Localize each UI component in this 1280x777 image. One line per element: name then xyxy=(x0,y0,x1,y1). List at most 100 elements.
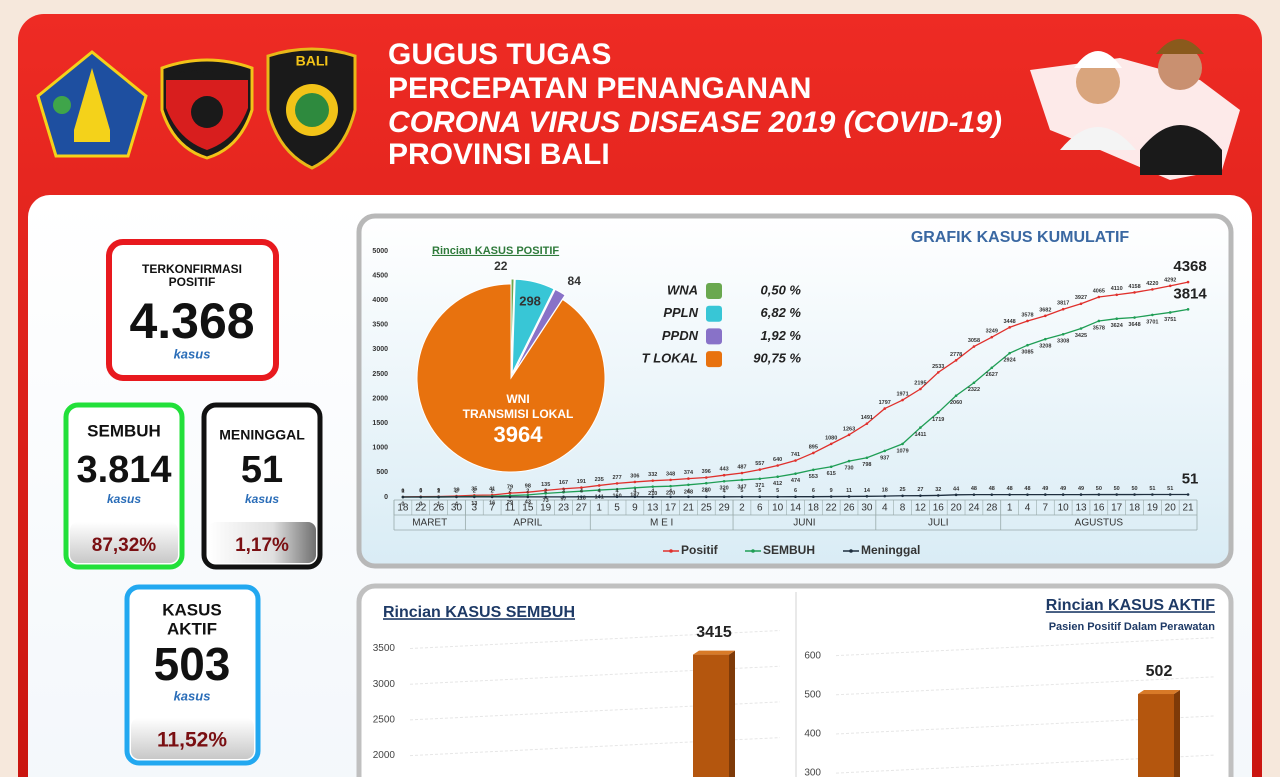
legend-label: T LOKAL xyxy=(642,351,698,366)
data-label: 1971 xyxy=(896,391,908,397)
x-tick-label: 22 xyxy=(826,503,838,514)
series-point xyxy=(1061,332,1065,336)
portraits xyxy=(1030,39,1240,180)
series-point xyxy=(972,493,976,496)
x-tick-label: 18 xyxy=(1129,503,1141,514)
data-label: 4292 xyxy=(1164,277,1176,283)
x-tick-label: 15 xyxy=(522,503,534,514)
series-point xyxy=(1151,288,1154,291)
data-label: 98 xyxy=(525,484,531,490)
x-tick-label: 4 xyxy=(1025,503,1031,514)
y-tick-label: 3000 xyxy=(372,346,388,353)
data-label: 25 xyxy=(900,487,906,493)
y-tick-label: 400 xyxy=(804,729,821,740)
data-label: 51 xyxy=(1182,470,1199,487)
series-point xyxy=(1186,493,1190,496)
data-label: 3 xyxy=(562,488,565,494)
grid-line xyxy=(409,737,781,757)
y-tick-label: 2500 xyxy=(373,715,396,726)
slice-label: 3964 xyxy=(494,422,544,447)
logo-police: BALI xyxy=(266,47,357,170)
slice-label: 84 xyxy=(568,274,582,288)
stat-percent: 87,32% xyxy=(92,535,157,556)
x-tick-label: 17 xyxy=(665,503,677,514)
stat-label: MENINGGAL xyxy=(219,427,305,443)
series-point xyxy=(936,411,940,414)
x-tick-label: 1 xyxy=(1007,503,1013,514)
legend-label: PPLN xyxy=(663,305,698,320)
stat-label: TERKONFIRMASI xyxy=(142,262,242,276)
x-tick-label: 29 xyxy=(719,503,731,514)
stat-value: 3.814 xyxy=(76,449,171,491)
data-label: 11 xyxy=(846,488,852,494)
data-label: 396 xyxy=(702,469,711,475)
stat-foot xyxy=(131,718,254,759)
series-point xyxy=(936,494,940,497)
series-point xyxy=(990,493,994,496)
x-tick-label: 4 xyxy=(882,503,888,514)
series-point xyxy=(812,451,815,455)
series-point xyxy=(526,490,530,494)
series-point xyxy=(972,381,976,385)
data-label: 2195 xyxy=(914,380,926,386)
y-tick-label: 300 xyxy=(804,768,821,777)
data-label: 2 xyxy=(491,488,494,494)
legend-swatch xyxy=(706,328,722,345)
legend-label: PPDN xyxy=(662,328,699,343)
data-label: 97 xyxy=(560,497,566,503)
series-point xyxy=(794,495,797,499)
x-tick-label: 27 xyxy=(576,503,588,514)
x-tick-label: 3 xyxy=(472,503,478,514)
data-label: 2627 xyxy=(986,372,998,378)
series-point xyxy=(1097,493,1101,496)
series-point xyxy=(687,495,690,499)
series-point xyxy=(597,495,601,499)
data-label: 347 xyxy=(737,484,746,490)
data-label: 2 xyxy=(544,488,547,494)
x-tick-label: 18 xyxy=(397,503,409,514)
series-point xyxy=(544,492,547,495)
header-title: PROVINSI BALI xyxy=(388,138,610,171)
series-point xyxy=(776,464,779,467)
data-label: 280 xyxy=(702,488,711,494)
data-label: 3085 xyxy=(1021,350,1033,356)
x-tick-label: 12 xyxy=(915,503,927,514)
series-point xyxy=(865,456,869,460)
month-label: MARET xyxy=(412,518,447,529)
data-label: 798 xyxy=(862,462,871,468)
series-point xyxy=(651,495,655,499)
data-label: 0 xyxy=(419,501,422,507)
legend-swatch xyxy=(706,283,722,299)
data-label: 9 xyxy=(437,488,440,494)
data-label: 1411 xyxy=(914,432,926,438)
series-point xyxy=(419,495,423,499)
stat-label: AKTIF xyxy=(167,619,217,638)
stat-value: 503 xyxy=(154,638,231,690)
data-label: 118 xyxy=(577,496,586,502)
y-tick-label: 500 xyxy=(376,469,388,476)
data-label: 348 xyxy=(666,471,675,477)
series-point xyxy=(1079,327,1083,330)
data-label: 2533 xyxy=(932,364,944,370)
data-label: 43 xyxy=(525,499,531,505)
series-point xyxy=(1026,319,1029,323)
grid-line xyxy=(409,665,781,685)
month-label: AGUSTUS xyxy=(1075,518,1124,529)
data-label: 5 xyxy=(758,488,761,494)
legend-swatch xyxy=(751,549,755,553)
data-label: 4 xyxy=(651,488,655,494)
series-point xyxy=(562,495,565,499)
series-point xyxy=(722,473,726,477)
data-label: 48 xyxy=(971,486,977,492)
data-label: 640 xyxy=(773,457,782,463)
data-label: 615 xyxy=(827,471,836,477)
legend-label: SEMBUH xyxy=(763,543,815,557)
series-point xyxy=(847,433,851,437)
data-label: 51 xyxy=(1167,486,1173,492)
data-label: 0 xyxy=(401,488,404,494)
series-point xyxy=(883,494,887,498)
series-point xyxy=(847,459,851,463)
series-point xyxy=(633,495,637,499)
series-point xyxy=(1044,493,1047,496)
